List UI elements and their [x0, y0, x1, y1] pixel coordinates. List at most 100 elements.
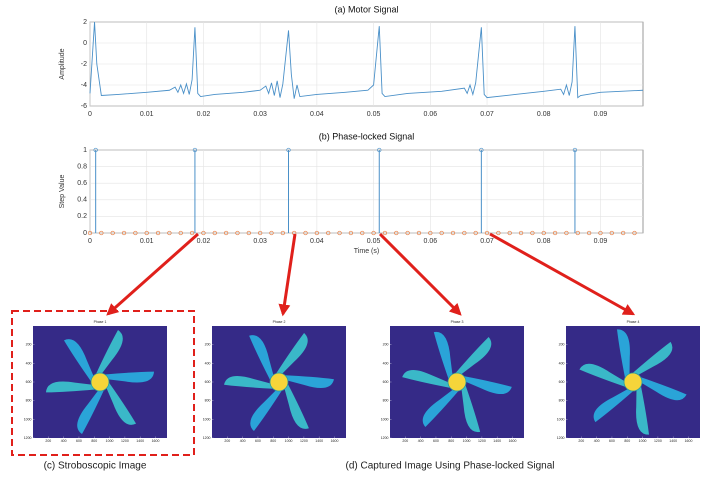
image-title: Phase 2 [273, 320, 286, 324]
arrow [283, 234, 295, 314]
x-tick-label: 200 [45, 439, 51, 443]
figure: (c) Stroboscopic Image (d) Captured Imag… [0, 0, 703, 477]
x-tick-label: 0.08 [537, 238, 551, 245]
x-tick-label: 0 [88, 238, 92, 245]
y-tick-label: 200 [26, 343, 32, 347]
x-tick-label: 800 [448, 439, 454, 443]
arrow [490, 234, 633, 314]
x-tick-label: 1000 [639, 439, 647, 443]
y-tick-label: 0.8 [77, 163, 87, 170]
y-tick-label: 1200 [203, 436, 211, 440]
x-tick-label: 0.06 [423, 111, 437, 118]
x-tick-label: 0.07 [480, 238, 494, 245]
y-tick-label: 1000 [381, 417, 389, 421]
x-tick-label: 600 [255, 439, 261, 443]
y-tick-label: 0 [83, 230, 87, 237]
x-tick-label: 1000 [285, 439, 293, 443]
x-tick-label: 1600 [509, 439, 517, 443]
x-tick-label: 0.06 [423, 238, 437, 245]
y-tick-label: 200 [205, 343, 211, 347]
y-tick-label: 400 [205, 361, 211, 365]
y-tick-label: 800 [383, 399, 389, 403]
x-tick-label: 1400 [493, 439, 501, 443]
y-tick-label: 400 [383, 361, 389, 365]
y-tick-label: 600 [559, 380, 565, 384]
x-tick-label: 1200 [300, 439, 308, 443]
y-tick-label: 0 [83, 40, 87, 47]
x-tick-label: 600 [609, 439, 615, 443]
x-tick-label: 1400 [669, 439, 677, 443]
arrow [108, 234, 198, 314]
x-tick-label: 1200 [121, 439, 129, 443]
x-tick-label: 800 [270, 439, 276, 443]
x-tick-label: 0.05 [367, 111, 381, 118]
y-tick-label: 200 [559, 343, 565, 347]
x-tick-label: 400 [594, 439, 600, 443]
chart-title: (a) Motor Signal [334, 4, 398, 14]
arrows [108, 234, 633, 314]
y-tick-label: -2 [81, 61, 87, 68]
x-tick-label: 0.02 [197, 111, 211, 118]
x-tick-label: 0.09 [594, 238, 608, 245]
x-tick-label: 1000 [463, 439, 471, 443]
image-title: Phase 1 [94, 320, 107, 324]
x-tick-label: 0.07 [480, 111, 494, 118]
y-tick-label: 600 [26, 380, 32, 384]
x-tick-label: 800 [624, 439, 630, 443]
y-tick-label: 1000 [203, 417, 211, 421]
y-tick-label: 2 [83, 19, 87, 26]
y-tick-label: 1200 [24, 436, 32, 440]
x-tick-label: 1200 [478, 439, 486, 443]
x-tick-label: 0.01 [140, 111, 154, 118]
x-tick-label: 1600 [331, 439, 339, 443]
x-tick-label: 0.04 [310, 238, 324, 245]
y-tick-label: 800 [559, 399, 565, 403]
x-tick-label: 200 [224, 439, 230, 443]
x-tick-label: 800 [91, 439, 97, 443]
y-tick-label: -4 [81, 82, 87, 89]
x-tick-label: 1600 [152, 439, 160, 443]
x-tick-label: 0.02 [197, 238, 211, 245]
y-axis-label: Amplitude [59, 48, 66, 79]
y-tick-label: 1000 [557, 417, 565, 421]
x-tick-label: 0.09 [594, 111, 608, 118]
fan-hub [448, 373, 466, 391]
caption: (d) Captured Image Using Phase-locked Si… [346, 461, 555, 472]
x-tick-label: 1400 [315, 439, 323, 443]
x-tick-label: 0.04 [310, 111, 324, 118]
y-tick-label: 600 [205, 380, 211, 384]
x-tick-label: 400 [61, 439, 67, 443]
plot-area [90, 150, 643, 233]
x-tick-label: 0.03 [253, 238, 267, 245]
image-title: Phase 3 [451, 320, 464, 324]
y-tick-label: 0.4 [77, 197, 87, 204]
y-tick-label: 400 [26, 361, 32, 365]
x-tick-label: 1400 [136, 439, 144, 443]
fan-hub [91, 373, 109, 391]
x-tick-label: 600 [76, 439, 82, 443]
x-tick-label: 1200 [654, 439, 662, 443]
image-title: Phase 4 [627, 320, 640, 324]
x-tick-label: 400 [240, 439, 246, 443]
x-tick-label: 0 [88, 111, 92, 118]
x-tick-label: 1000 [106, 439, 114, 443]
y-tick-label: 1000 [24, 417, 32, 421]
x-tick-label: 200 [402, 439, 408, 443]
x-tick-label: 1600 [685, 439, 693, 443]
y-tick-label: 400 [559, 361, 565, 365]
y-tick-label: 600 [383, 380, 389, 384]
y-tick-label: 0.6 [77, 180, 87, 187]
y-tick-label: -6 [81, 103, 87, 110]
x-tick-label: 0.08 [537, 111, 551, 118]
y-tick-label: 1200 [557, 436, 565, 440]
y-tick-label: 1 [83, 147, 87, 154]
x-tick-label: 600 [433, 439, 439, 443]
x-tick-label: 0.03 [253, 111, 267, 118]
x-axis-label: Time (s) [354, 248, 379, 255]
x-tick-label: 200 [578, 439, 584, 443]
x-tick-label: 400 [418, 439, 424, 443]
fan-hub [270, 373, 288, 391]
chart-title: (b) Phase-locked Signal [319, 131, 415, 141]
caption: (c) Stroboscopic Image [44, 461, 147, 472]
x-tick-label: 0.01 [140, 238, 154, 245]
